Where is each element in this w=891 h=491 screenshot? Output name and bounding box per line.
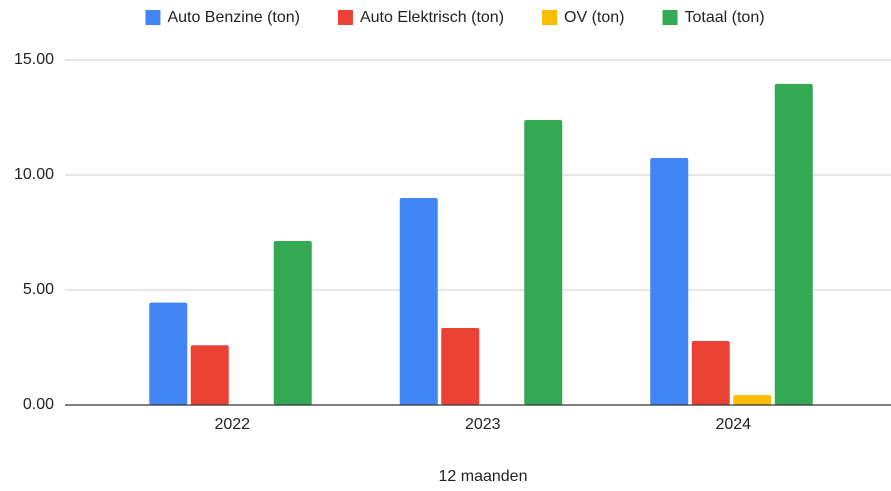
legend-label: Totaal (ton) [685,9,765,26]
bar [149,302,188,405]
bar [273,241,312,405]
y-tick-label: 0.00 [23,396,54,413]
x-axis-label: 12 maanden [439,468,528,485]
bar [399,198,438,405]
legend-label: OV (ton) [564,9,624,26]
bar [190,345,229,405]
legend-label: Auto Benzine (ton) [167,9,300,26]
bar [650,157,689,405]
x-tick-label: 2023 [465,416,501,433]
y-tick-label: 10.00 [14,166,54,183]
bar [691,341,730,405]
legend-swatch [542,10,558,25]
legend-swatch [145,10,161,25]
legend-label: Auto Elektrisch (ton) [360,9,504,26]
bar [441,327,480,405]
x-tick-label: 2022 [214,416,250,433]
legend-swatch [337,10,353,25]
bar [774,83,813,406]
y-tick-label: 15.00 [14,51,54,68]
x-tick-label: 2024 [715,416,751,433]
bar [524,120,563,405]
y-tick-label: 5.00 [23,281,54,298]
bar [733,395,772,405]
legend-swatch [662,10,678,25]
